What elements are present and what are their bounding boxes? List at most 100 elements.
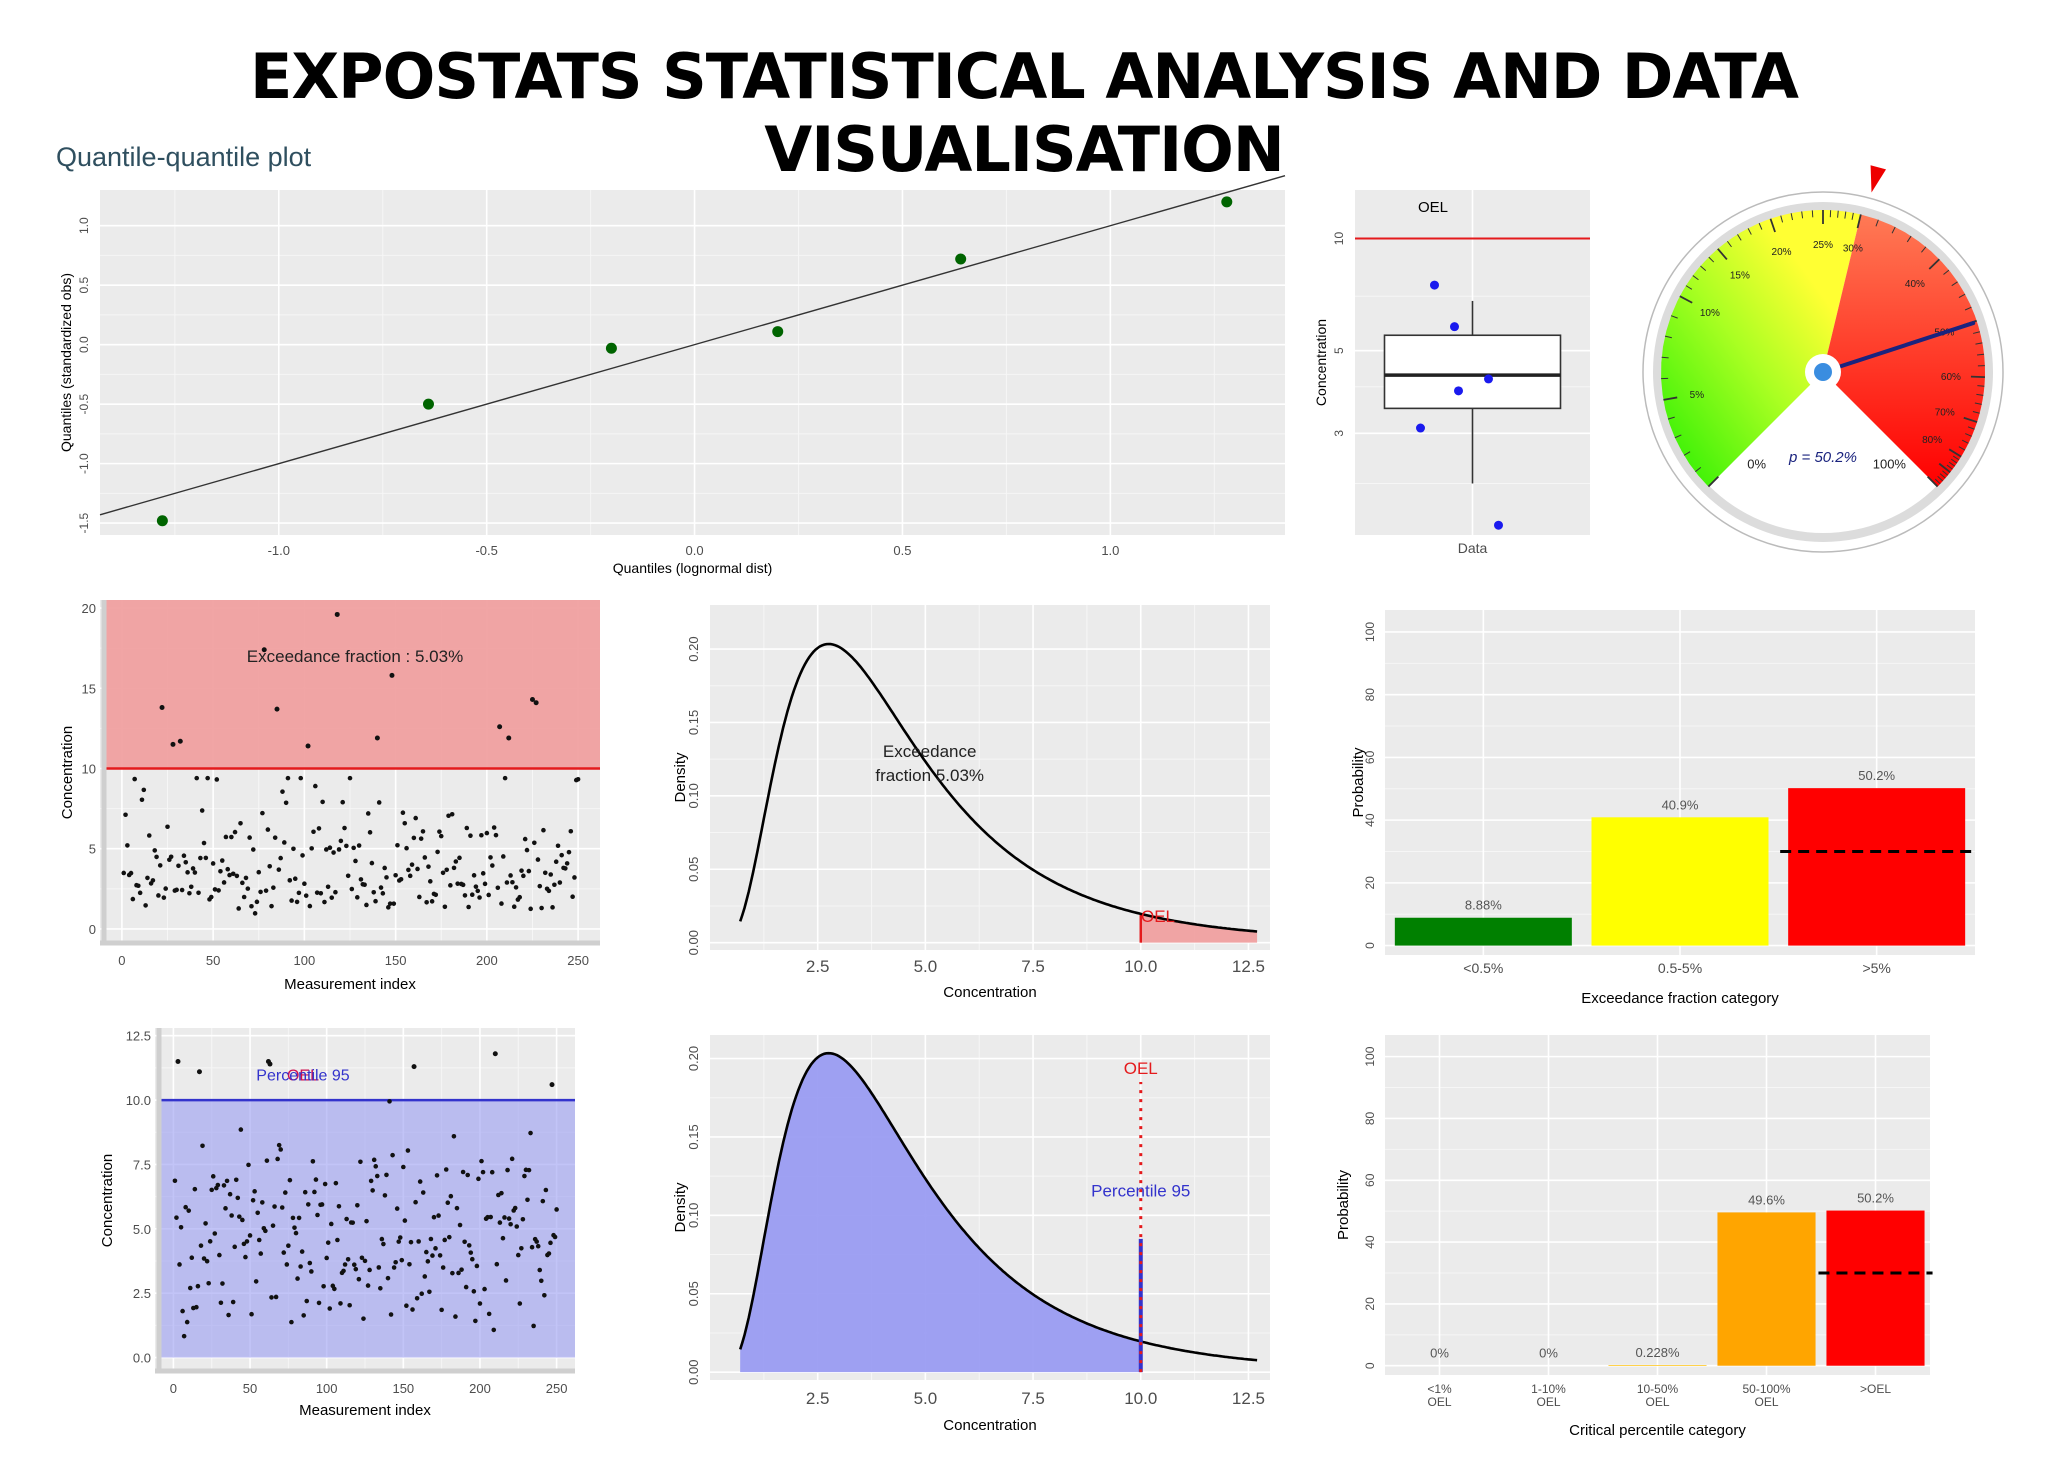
gauge-tick [1851,212,1854,220]
data-point [205,775,210,781]
data-point [414,1295,420,1301]
data-point [519,868,524,873]
gauge-tick [1891,226,1896,234]
x-tick-label: Data [1458,540,1488,556]
gauge-tick [1747,228,1752,235]
data-point [347,1302,352,1308]
data-point [292,1225,297,1230]
x-axis-title: Concentration [943,984,1036,1001]
y-tick-label: 80 [1363,688,1377,702]
y-tick-label: 0 [1363,942,1377,949]
data-point [313,783,318,789]
data-point [351,845,356,851]
x-tick-label: 0.5 [893,543,911,558]
data-point [457,1222,463,1228]
data-point [298,1264,303,1269]
data-point [245,886,251,891]
data-point [362,1258,368,1264]
data-point [282,840,287,845]
data-point [430,1253,435,1258]
y-axis-title: Concentration [59,726,76,819]
data-point [290,1215,296,1221]
data-point [279,1205,285,1210]
data-point [408,1239,414,1245]
x-tick-label: 150 [392,1381,414,1396]
data-point [362,882,367,887]
box-data-point [1416,423,1425,433]
data-point [307,1260,313,1266]
data-point [229,834,234,840]
data-point [269,1295,274,1300]
data-point [418,836,424,841]
x-tick-label: 12.5 [1232,957,1265,976]
data-point [174,1215,179,1220]
data-point [500,854,506,859]
gauge-tick-label: 10% [1700,308,1720,319]
y-tick-label: 0.10 [686,1203,701,1228]
data-point [347,775,353,781]
data-point [563,866,568,871]
x-tick-label: 7.5 [1021,1389,1045,1408]
data-point [374,735,380,741]
data-point [192,870,198,875]
data-point [399,1257,405,1263]
data-point [341,1268,346,1274]
data-point [185,870,190,875]
data-point [318,891,324,896]
data-point [198,855,203,861]
data-point [219,858,225,863]
data-point [480,1169,486,1175]
data-point [476,1176,481,1182]
y-axis-title: Density [672,752,689,803]
gauge-tick [1694,466,1702,473]
y-tick-label: 20 [1363,1297,1377,1311]
data-point [296,1215,302,1221]
x-axis-title: Measurement index [299,1402,431,1419]
data-point [529,696,535,702]
data-point [196,890,201,896]
gauge-tick [1965,433,1972,437]
data-point [354,895,360,900]
y-tick-label: 3 [1332,430,1346,437]
y-tick-label: 0.5 [77,277,91,294]
data-point [376,1265,382,1270]
data-point [443,1167,449,1172]
data-point [387,1099,392,1104]
data-point [349,886,355,892]
data-point [188,884,194,890]
data-point [296,890,302,896]
data-point [139,797,145,803]
data-point [238,820,243,826]
oel-label: OEL [1418,199,1448,216]
x-tick-label: 200 [476,953,498,968]
data-point [250,847,256,852]
data-point [491,825,497,830]
data-point [378,885,384,890]
data-point [187,890,192,896]
data-point [427,1289,432,1295]
y-tick-label: 20 [1363,876,1377,890]
reference-line [99,175,1286,516]
data-point [572,875,577,880]
data-point [313,1177,319,1182]
data-point [286,1243,291,1248]
exceedance-probability-bar-chart: 8.88% <0.5% 40.9% 0.5-5% 50.2% >5% 0 20 40 60 80 10… [1350,610,1975,1007]
gauge-tick [1801,211,1804,219]
data-point [328,1221,334,1227]
x-tick-label: 5.0 [914,957,938,976]
data-point [502,1215,507,1220]
x-tick-label: 100 [294,953,316,968]
data-point [136,883,141,889]
gauge-tick [1717,248,1728,261]
data-point [267,1061,273,1067]
data-point [338,838,344,844]
data-point [474,1263,480,1269]
density-curve [738,1051,1258,1362]
oel-label: OEL [287,1067,319,1084]
data-point [542,1292,547,1298]
data-point [236,906,241,911]
data-point [269,903,274,909]
y-tick-label: 7.5 [133,1157,151,1172]
data-point [517,894,523,900]
data-point [265,827,271,832]
